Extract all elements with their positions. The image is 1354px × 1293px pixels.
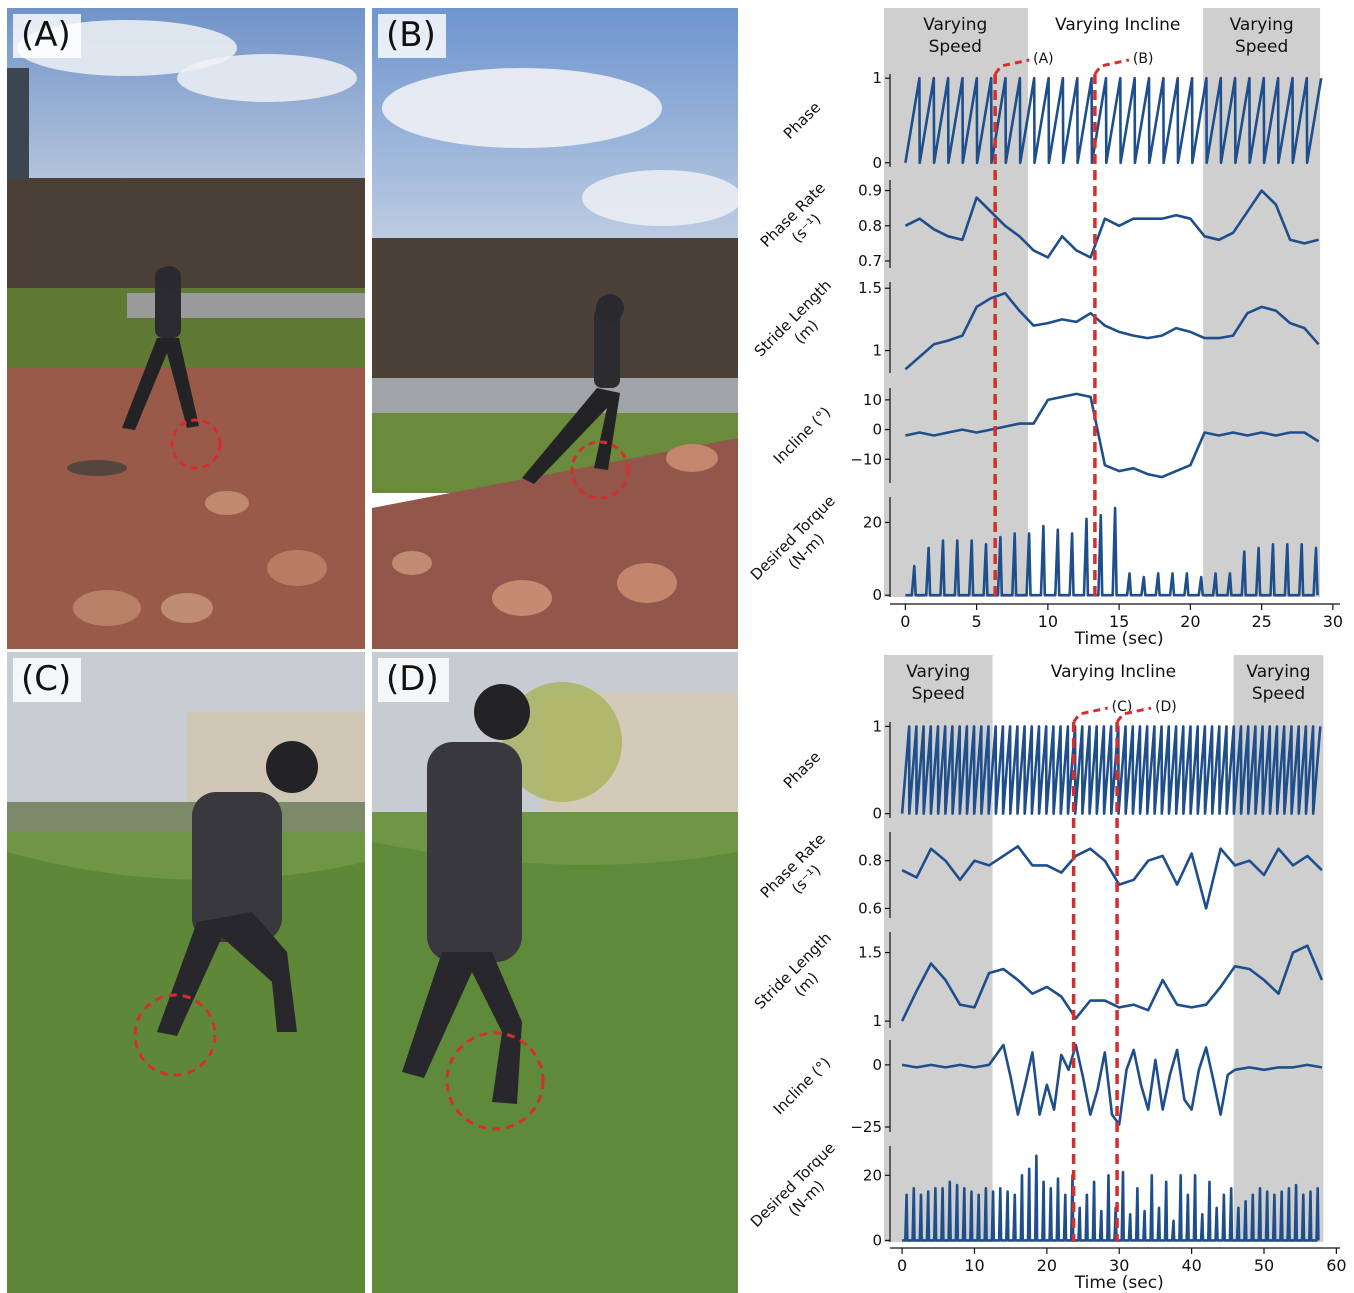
y-tick-label: −25 xyxy=(850,1118,882,1136)
chart-1: Varying Speed Varying Incline Varying Speed 0… xyxy=(747,655,1347,1292)
x-tick-label: 5 xyxy=(972,612,982,631)
photo-b-scene xyxy=(372,8,738,649)
y-axis-label: Stride Length(m) xyxy=(751,929,849,1027)
y-tick-label: 10 xyxy=(863,391,882,409)
photo-d-scene xyxy=(372,652,738,1293)
x-tick-label: 15 xyxy=(1109,612,1129,631)
band-label: Varying Speed xyxy=(1246,662,1310,704)
y-tick-label: 1 xyxy=(872,717,882,735)
series-line xyxy=(902,1154,1320,1242)
event-marker-label: (B) xyxy=(1133,51,1154,67)
photo-label: (C) xyxy=(13,658,82,702)
band-label: Varying Speed xyxy=(906,662,970,704)
y-tick-label: 1 xyxy=(872,69,882,87)
series-line xyxy=(901,1043,1323,1126)
y-tick-label: −10 xyxy=(850,450,882,468)
x-tick-label: 20 xyxy=(1180,612,1200,631)
event-marker-leader xyxy=(1115,706,1152,723)
y-tick-label: 20 xyxy=(863,513,882,531)
y-tick-label: 0 xyxy=(872,805,882,823)
y-axis-label: Phase xyxy=(780,748,824,792)
y-tick-label: 0.6 xyxy=(858,899,882,917)
y-axis-label: Incline (°) xyxy=(770,1054,835,1119)
event-marker-leader xyxy=(1072,706,1108,723)
series-line xyxy=(900,725,1322,815)
y-axis-label: Phase Rate(s⁻¹) xyxy=(757,179,843,265)
y-tick-label: 20 xyxy=(863,1166,882,1184)
y-axis-label: Phase xyxy=(780,98,824,142)
photo-label: (B) xyxy=(378,14,446,58)
x-tick-label: 60 xyxy=(1326,1256,1346,1275)
y-tick-label: 1 xyxy=(872,342,882,360)
y-axis-label: Stride Length(m) xyxy=(751,276,849,374)
photo-a: (A) xyxy=(7,8,365,649)
y-tick-label: 0.9 xyxy=(858,182,882,200)
photo-c: (C) xyxy=(7,652,365,1293)
x-tick-label: 10 xyxy=(1038,612,1058,631)
event-marker-label: (D) xyxy=(1155,699,1177,715)
x-tick-label: 40 xyxy=(1181,1256,1201,1275)
y-tick-label: 0 xyxy=(872,154,882,172)
photo-label: (A) xyxy=(13,14,81,58)
x-axis-label: Time (sec) xyxy=(1074,629,1164,649)
x-tick-label: 50 xyxy=(1254,1256,1274,1275)
band-label: Varying Speed xyxy=(923,15,987,57)
y-tick-label: 0 xyxy=(872,421,882,439)
y-axis-label: Desired Torque(N-m) xyxy=(747,1139,852,1244)
y-tick-label: 1 xyxy=(872,1012,882,1030)
y-axis-label: Desired Torque(N-m) xyxy=(747,492,852,597)
y-tick-label: 1.5 xyxy=(858,944,882,962)
x-tick-label: 20 xyxy=(1037,1256,1057,1275)
series-line xyxy=(904,291,1320,371)
photo-d: (D) xyxy=(372,652,738,1293)
y-axis-label: Incline (°) xyxy=(770,403,835,468)
event-marker-label: (C) xyxy=(1112,699,1133,715)
x-tick-label: 10 xyxy=(964,1256,984,1275)
photo-a-scene xyxy=(7,8,365,649)
y-tick-label: 0 xyxy=(872,586,882,604)
chart-0: Varying Speed Varying Incline Varying Speed 0… xyxy=(747,8,1343,649)
x-tick-label: 30 xyxy=(1323,612,1343,631)
event-marker-leader xyxy=(1093,58,1130,75)
band-label: Varying Incline xyxy=(1051,662,1176,682)
series-line xyxy=(904,76,1323,165)
series-line xyxy=(905,392,1320,479)
event-marker-leader xyxy=(993,58,1030,75)
x-tick-label: 0 xyxy=(900,612,910,631)
photo-b: (B) xyxy=(372,8,738,649)
x-tick-label: 25 xyxy=(1251,612,1271,631)
y-tick-label: 0.8 xyxy=(858,852,882,870)
series-line xyxy=(900,944,1324,1022)
speed-band xyxy=(884,8,1028,597)
x-tick-label: 0 xyxy=(897,1256,907,1275)
y-axis-label: Phase Rate(s⁻¹) xyxy=(757,830,843,916)
y-tick-label: 0 xyxy=(872,1056,882,1074)
speed-band xyxy=(1203,8,1321,597)
x-axis-label: Time (sec) xyxy=(1074,1273,1164,1292)
series-line xyxy=(901,845,1323,910)
y-tick-label: 0 xyxy=(872,1231,882,1249)
series-line xyxy=(905,506,1319,597)
photo-label: (D) xyxy=(378,658,449,702)
band-label: Varying Incline xyxy=(1055,15,1180,35)
series-line xyxy=(904,189,1319,259)
y-tick-label: 0.8 xyxy=(858,217,882,235)
event-marker-label: (A) xyxy=(1033,51,1054,67)
y-tick-label: 0.7 xyxy=(858,252,882,270)
band-label: Varying Speed xyxy=(1230,15,1294,57)
y-tick-label: 1.5 xyxy=(858,279,882,297)
x-tick-label: 30 xyxy=(1109,1256,1129,1275)
